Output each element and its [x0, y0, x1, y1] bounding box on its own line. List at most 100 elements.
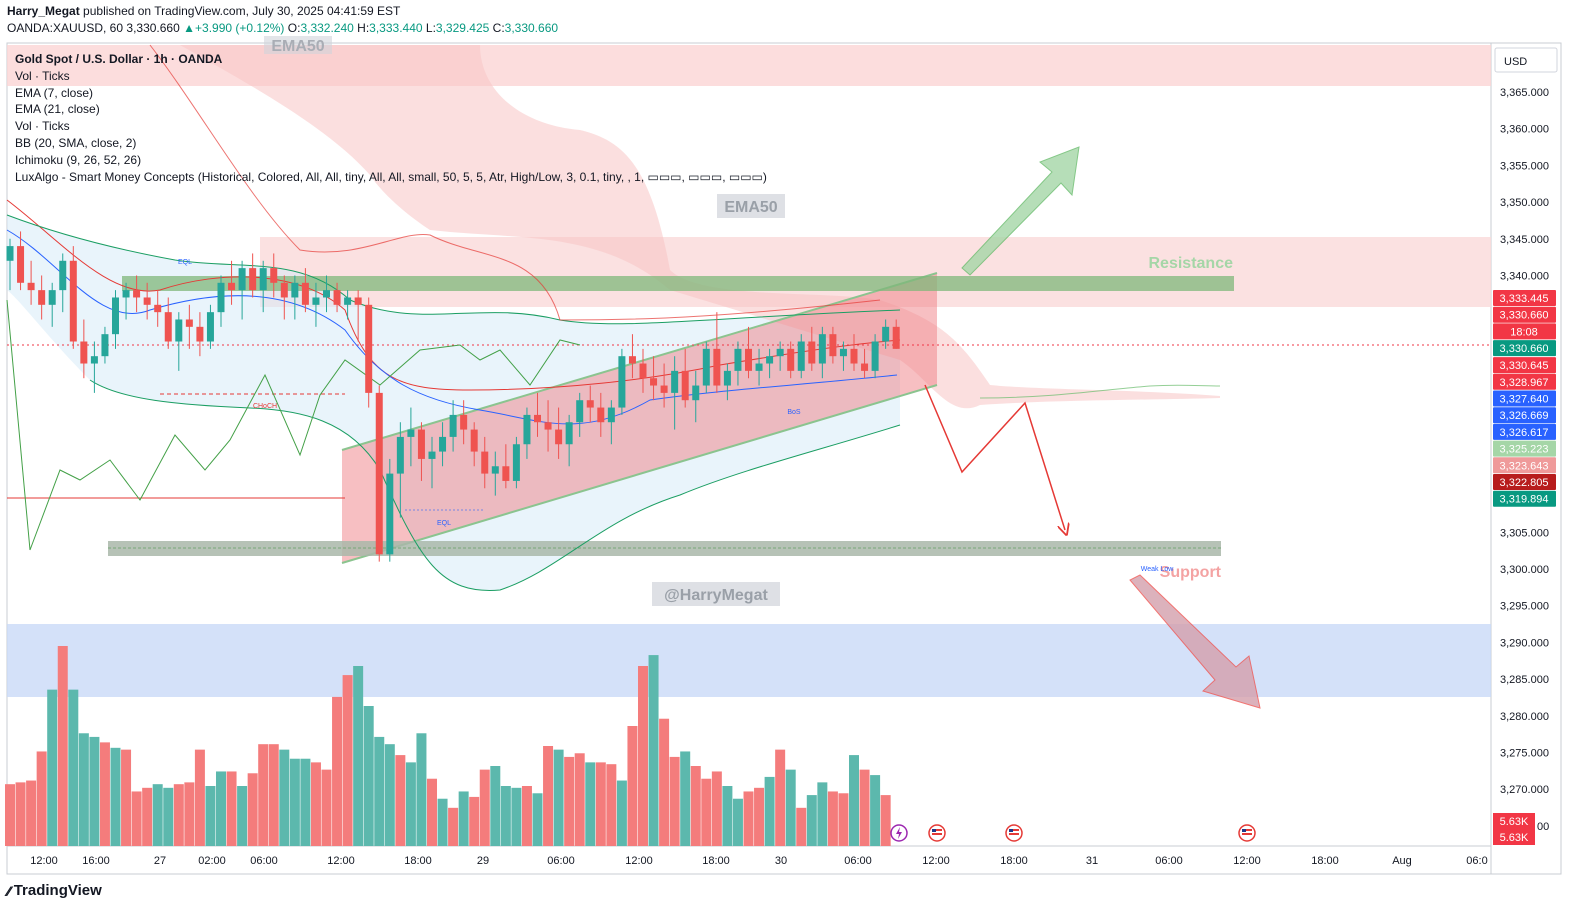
legend-item[interactable]: Ichimoku (9, 26, 52, 26): [15, 152, 142, 167]
candle: [312, 282, 320, 327]
bb-lower: [89, 379, 901, 591]
time-tick: 06:00: [844, 855, 872, 867]
candle: [133, 275, 141, 313]
volume-bar: [68, 689, 79, 846]
volume-bar: [448, 807, 459, 846]
volume-bar: [595, 762, 606, 846]
ema50-top-label-bg: [264, 36, 332, 54]
price-badge-label: 3,330.660: [1500, 343, 1549, 355]
volume-bar: [15, 782, 26, 846]
time-tick: 06:00: [547, 855, 575, 867]
volume-badge: [1493, 813, 1535, 829]
eql-label: EQL: [437, 520, 451, 527]
price-badge-label: 3,333.445: [1500, 293, 1549, 305]
candle: [745, 326, 752, 379]
volume-bar: [458, 791, 469, 846]
time-tick: 06:0: [1466, 855, 1487, 867]
candle: [871, 334, 879, 379]
volume-bar: [690, 766, 701, 846]
candle: [407, 407, 415, 467]
legend-item[interactable]: EMA (21, close): [15, 102, 100, 117]
event-icons: [890, 824, 1256, 842]
price-badge: [1493, 474, 1556, 490]
candle: [112, 290, 119, 349]
legend-title[interactable]: Gold Spot / U.S. Dollar · 1h · OANDA: [15, 52, 223, 66]
time-tick: 18:00: [404, 855, 432, 867]
ichimoku-span-a: [149, 44, 881, 321]
candle: [101, 326, 109, 364]
candle: [439, 422, 447, 467]
price-badge: [1493, 457, 1556, 474]
candle: [692, 370, 700, 423]
candle: [291, 275, 299, 320]
candle: [882, 319, 890, 349]
volume-bar: [616, 780, 627, 846]
volume-bar: [648, 655, 659, 846]
volume-bar: [374, 736, 385, 846]
legend-item[interactable]: Vol · Ticks: [15, 119, 70, 134]
candle: [607, 400, 615, 445]
candle: [460, 400, 468, 445]
symbol-label: OANDA:XAUUSD, 60: [7, 21, 124, 35]
volume-bar: [258, 744, 269, 846]
volume-bar: [680, 751, 691, 846]
price-badge-label: 3,327.640: [1500, 394, 1549, 406]
tradingview-footer[interactable]: ⁄⁄ TradingView: [7, 882, 102, 899]
price-badge-label: 3,323.643: [1500, 460, 1549, 472]
price-tick: 3,295.000: [1500, 601, 1549, 613]
price-badge-label: 3,319.894: [1500, 494, 1549, 506]
volume-bar: [564, 756, 575, 846]
candle: [206, 304, 214, 349]
time-tick: Aug: [1392, 855, 1412, 867]
volume-bar: [142, 787, 153, 846]
volume-bar: [342, 675, 353, 846]
volume-bar: [300, 758, 311, 846]
watermark: @HarryMegat: [664, 587, 768, 604]
candle: [17, 231, 25, 291]
candle: [270, 253, 278, 298]
volume-bar: [838, 793, 849, 846]
time-tick: 12:00: [625, 855, 653, 867]
candle: [196, 312, 204, 357]
candle: [702, 341, 710, 393]
support-label: Support: [1160, 564, 1222, 581]
volume-bar: [722, 786, 733, 846]
volume-bar: [384, 744, 395, 846]
currency-box: [1494, 47, 1558, 73]
legend-item[interactable]: Vol · Ticks: [15, 68, 70, 83]
candle: [375, 385, 383, 562]
price-badge: [1493, 390, 1556, 407]
volume-bar: [511, 787, 522, 846]
volume-bar: [827, 791, 838, 846]
candle: [502, 444, 510, 489]
forecast-path: [924, 384, 1065, 530]
bb-upper: [6, 214, 901, 325]
legend-item[interactable]: LuxAlgo - Smart Money Concepts (Historic…: [15, 169, 767, 184]
price-tick: 3,355.000: [1500, 160, 1549, 172]
candle: [597, 392, 605, 437]
volume-bar: [99, 742, 110, 846]
volume-bar: [775, 749, 786, 846]
legend-item[interactable]: EMA (7, close): [15, 85, 94, 100]
publish-info: published on TradingView.com, July 30, 2…: [83, 4, 401, 18]
time-tick: 06:00: [250, 855, 278, 867]
ohlc-header: OANDA:XAUUSD, 60 3,330.660 ▲+3.990 (+0.1…: [7, 21, 558, 35]
candle: [892, 319, 900, 349]
author-name[interactable]: Harry_Megat: [7, 4, 80, 18]
volume-bar: [785, 769, 796, 846]
indicator-legend: Gold Spot / U.S. Dollar · 1h · OANDA Vol…: [15, 51, 767, 185]
resistance-band: [122, 276, 1234, 291]
time-tick: 12:00: [30, 855, 58, 867]
ema50-label: EMA50: [724, 199, 777, 216]
legend-item[interactable]: BB (20, SMA, close, 2): [15, 135, 137, 150]
volume-bar: [131, 791, 142, 846]
candle: [734, 341, 742, 386]
candle: [27, 260, 35, 305]
candle: [628, 334, 636, 379]
volume-bar: [479, 769, 490, 846]
volume-bar: [289, 758, 300, 846]
time-tick: 18:00: [702, 855, 730, 867]
volume-bar: [606, 764, 617, 846]
time-tick: 12:00: [327, 855, 355, 867]
